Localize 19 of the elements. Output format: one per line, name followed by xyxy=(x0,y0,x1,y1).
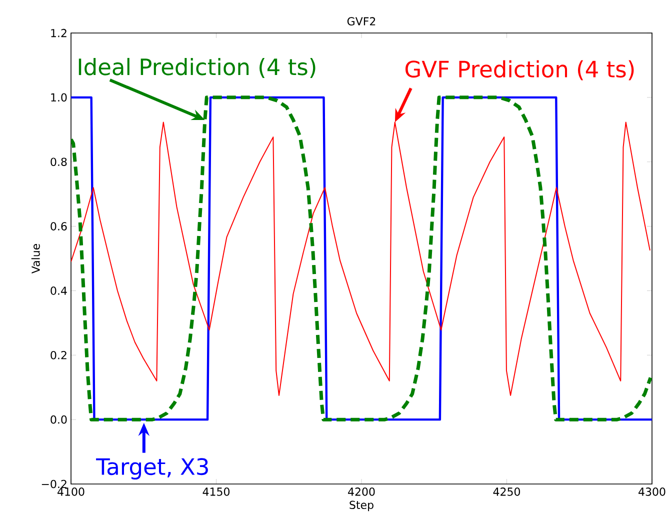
annotation: Ideal Prediction (4 ts) xyxy=(78,58,316,78)
x-tick-label: 4200 xyxy=(348,488,375,496)
y-tick-label: −0.2 xyxy=(42,480,66,488)
x-tick-label: 4150 xyxy=(202,488,230,496)
x-tick-label: 4100 xyxy=(58,488,84,496)
chart-title: GVF2 xyxy=(347,17,376,26)
annotation: Target, X3 xyxy=(96,458,208,480)
annotation: GVF Prediction (4 ts) xyxy=(405,60,634,80)
y-axis-title: Value xyxy=(31,244,40,274)
y-tick-label: 1.2 xyxy=(51,28,66,38)
y-tick-label: 1.0 xyxy=(51,93,67,102)
y-tick-label: 0.4 xyxy=(50,286,67,295)
x-axis-title: Step xyxy=(350,500,374,512)
y-tick-label: 0.2 xyxy=(50,350,66,360)
x-tick-label: 4300 xyxy=(638,488,666,496)
y-tick-label: 0.0 xyxy=(50,415,67,424)
x-tick-label: 4250 xyxy=(493,488,520,496)
y-tick-label: 0.6 xyxy=(50,222,67,230)
y-tick-label: 0.8 xyxy=(50,158,67,166)
